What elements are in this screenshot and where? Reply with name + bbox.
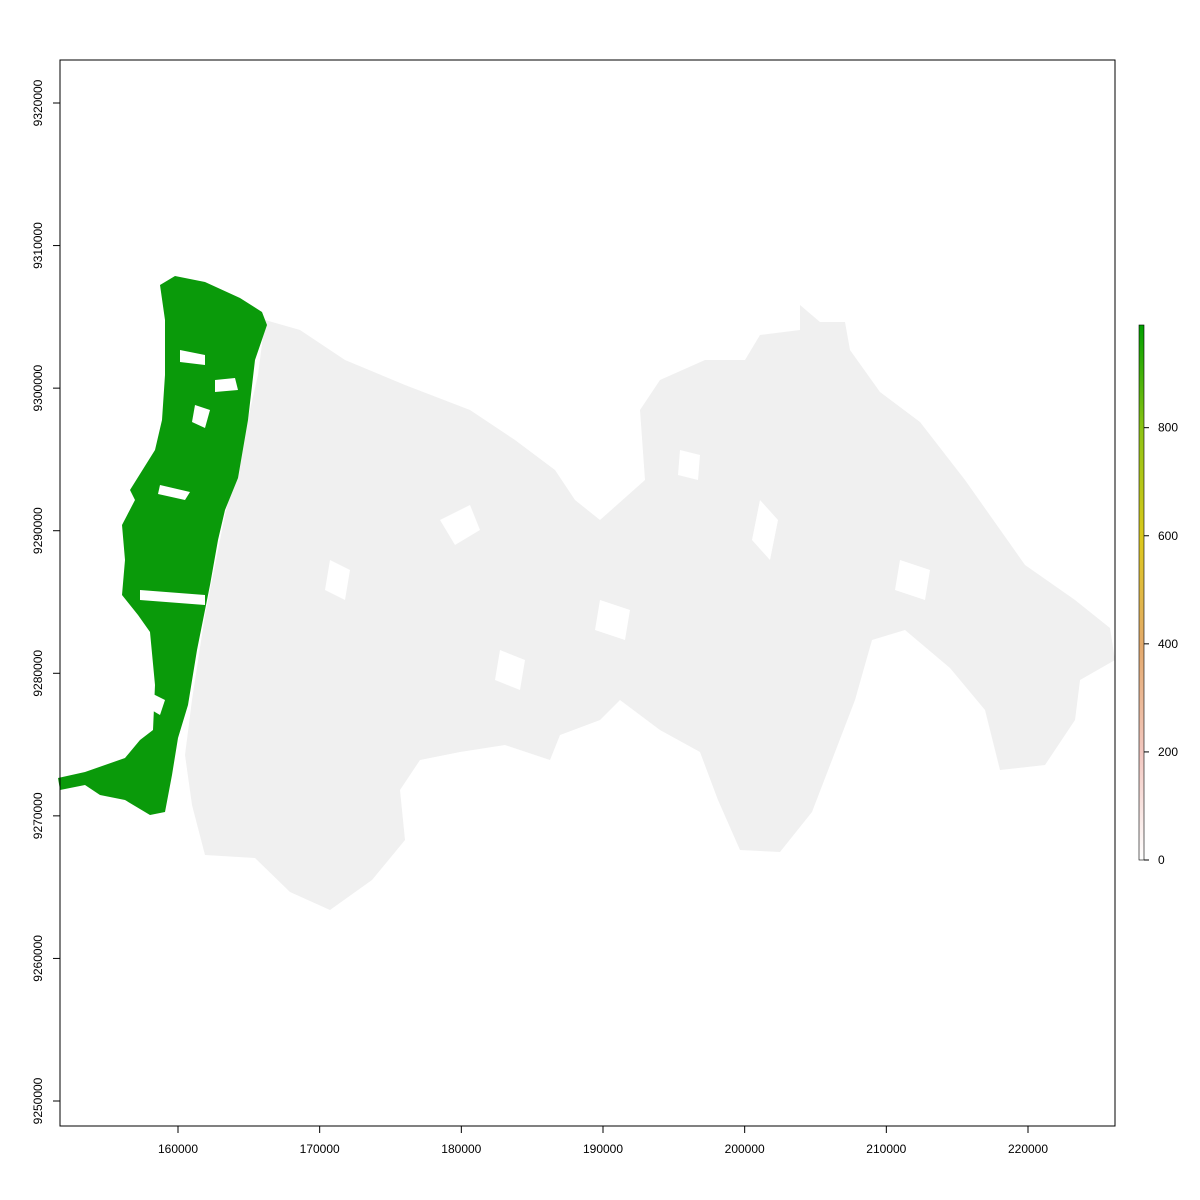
x-tick-label: 220000 <box>1008 1142 1048 1156</box>
legend-gradient-bar <box>1138 324 1145 861</box>
legend-tick-label: 200 <box>1158 745 1178 759</box>
legend-tick-label: 800 <box>1158 421 1178 435</box>
x-tick-label: 170000 <box>300 1142 340 1156</box>
y-tick-label: 9250000 <box>31 1077 45 1124</box>
legend-ticks: 0 200 400 600 800 <box>1144 421 1178 867</box>
legend-colorbar: 0 200 400 600 800 <box>1138 324 1178 867</box>
x-tick-label: 210000 <box>866 1142 906 1156</box>
y-axis: 9250000 9260000 9270000 9280000 9290000 93000… <box>31 79 61 1124</box>
x-tick-label: 200000 <box>725 1142 765 1156</box>
legend-tick-label: 600 <box>1158 529 1178 543</box>
x-axis: 160000 170000 180000 190000 200000 210000 2200… <box>158 1125 1048 1156</box>
grey-raster-region <box>185 305 1115 910</box>
legend-tick-label: 0 <box>1158 853 1165 867</box>
y-tick-label: 9270000 <box>31 792 45 839</box>
green-raster-region <box>58 276 267 815</box>
x-tick-label: 190000 <box>583 1142 623 1156</box>
x-tick-label: 160000 <box>158 1142 198 1156</box>
y-tick-label: 9290000 <box>31 507 45 554</box>
x-tick-label: 180000 <box>441 1142 481 1156</box>
legend-tick-label: 400 <box>1158 637 1178 651</box>
y-tick-label: 9310000 <box>31 222 45 269</box>
y-tick-label: 9260000 <box>31 935 45 982</box>
y-tick-label: 9300000 <box>31 364 45 411</box>
y-tick-label: 9280000 <box>31 650 45 697</box>
y-tick-label: 9320000 <box>31 79 45 126</box>
